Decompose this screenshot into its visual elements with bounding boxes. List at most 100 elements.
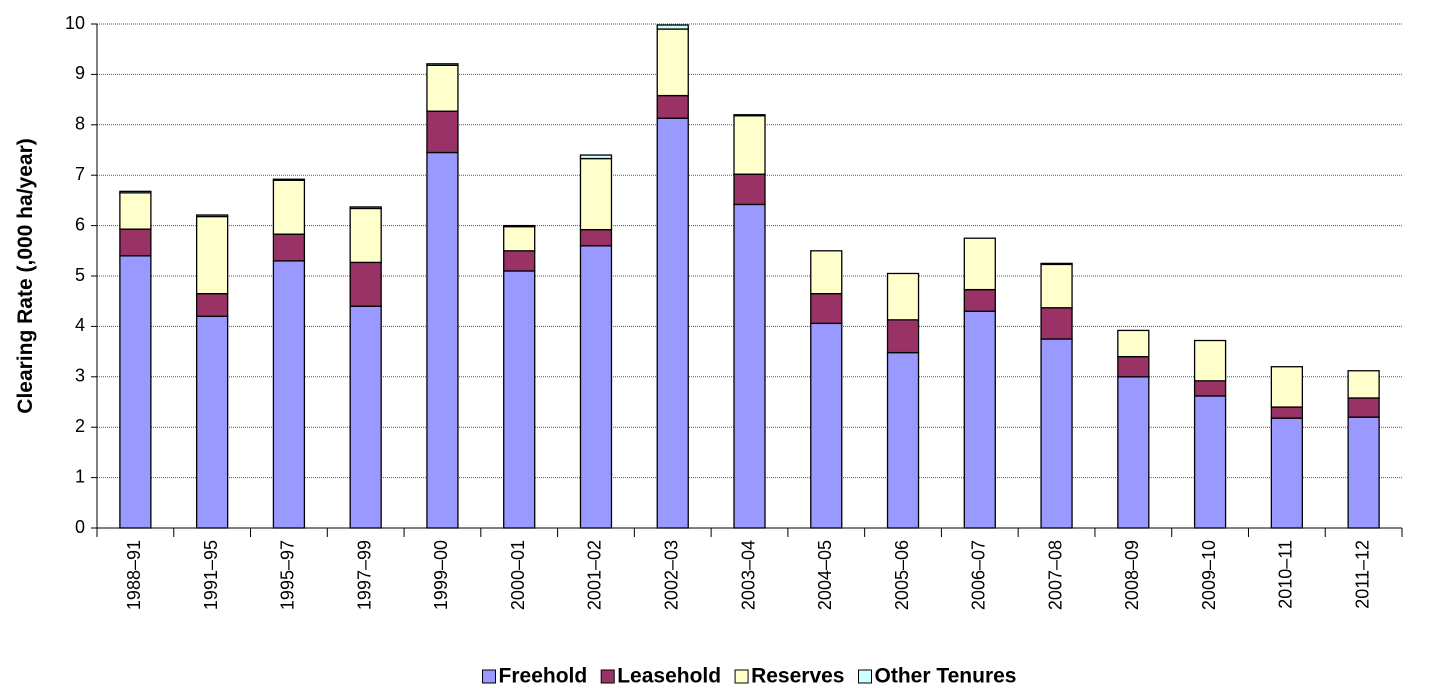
y-tick-label: 7 xyxy=(75,164,85,184)
x-tick-label: 2008–09 xyxy=(1122,540,1142,610)
x-tick-label: 2005–06 xyxy=(892,540,912,610)
bar-segment xyxy=(810,322,843,529)
x-tick-label: 2001–02 xyxy=(585,540,605,610)
bar-segment xyxy=(119,192,152,230)
bar-segment xyxy=(119,255,152,529)
bar-segment xyxy=(426,63,459,66)
y-tick-label: 4 xyxy=(75,315,85,335)
bar-segment xyxy=(579,154,613,160)
bar-segment xyxy=(886,351,920,529)
x-tick-label: 2004–05 xyxy=(815,540,835,610)
bar-segment xyxy=(349,207,382,264)
x-tick-label: 1988–91 xyxy=(124,540,144,610)
y-axis-title: Clearing Rate (,000 ha/year) xyxy=(14,138,37,413)
bar-segment xyxy=(426,64,459,112)
x-tick-label: 1995–97 xyxy=(278,540,298,610)
x-tick-label: 1999–00 xyxy=(431,540,451,610)
x-tick-label: 2003–04 xyxy=(738,540,758,610)
bar-segment xyxy=(1347,416,1380,529)
bar-segment xyxy=(656,24,689,30)
bar-segment xyxy=(272,179,306,235)
bar-segment xyxy=(1040,262,1073,266)
bar-segment xyxy=(195,214,229,218)
bar-segment xyxy=(1193,395,1227,529)
bar-segment xyxy=(1117,376,1150,529)
bar-segment xyxy=(886,319,920,354)
x-tick-label: 2000–01 xyxy=(508,540,528,610)
bar-segment xyxy=(272,178,306,181)
bar-segment xyxy=(1193,339,1227,382)
y-tick-label: 3 xyxy=(75,366,85,386)
bar-segment xyxy=(119,190,152,194)
y-tick-label: 1 xyxy=(75,466,85,486)
bar-segment xyxy=(810,250,843,295)
bar-segment xyxy=(1117,355,1150,378)
bar-segment xyxy=(1040,263,1073,309)
x-tick-label: 1991–95 xyxy=(201,540,221,610)
y-tick-label: 10 xyxy=(65,13,85,33)
y-tick-label: 2 xyxy=(75,416,85,436)
bar-segment xyxy=(503,270,536,529)
bar-segment xyxy=(349,206,382,210)
bar-segment xyxy=(579,157,613,231)
bar-segment xyxy=(1347,397,1380,418)
bar-segment xyxy=(1270,417,1304,529)
bar-segment xyxy=(503,250,536,272)
x-tick-label: 2007–08 xyxy=(1045,540,1065,610)
legend-swatch xyxy=(858,669,872,684)
y-tick-label: 6 xyxy=(75,214,85,234)
x-tick-label: 2010–11 xyxy=(1276,540,1296,609)
y-tick-label: 0 xyxy=(75,517,85,537)
bar-segment xyxy=(963,288,996,312)
legend-swatch xyxy=(734,669,749,684)
legend-label: Reserves xyxy=(751,665,844,688)
bar-segment xyxy=(963,310,996,529)
bar-segment xyxy=(656,117,689,529)
y-tick-label: 9 xyxy=(75,63,85,83)
bar-segment xyxy=(1040,338,1073,529)
legend: Freehold Leasehold Reserves Other Tenures xyxy=(482,665,1017,688)
bar-segment xyxy=(733,115,766,175)
bar-segment xyxy=(656,94,689,119)
bar-segment xyxy=(503,225,536,252)
bar-segment xyxy=(579,245,613,529)
legend-swatch xyxy=(482,669,497,684)
bar-segment xyxy=(810,292,843,325)
bar-segment xyxy=(1117,329,1150,358)
bar-segment xyxy=(195,215,229,295)
x-tick-label: 2002–03 xyxy=(661,540,681,610)
legend-label: Other Tenures xyxy=(875,665,1017,688)
bar-segment xyxy=(426,151,459,529)
x-tick-label: 2009–10 xyxy=(1199,540,1219,610)
bar-segment xyxy=(579,228,613,247)
bar-segment xyxy=(733,203,766,529)
legend-label: Freehold xyxy=(499,665,588,688)
y-tick-label: 8 xyxy=(75,114,85,134)
legend-label: Leasehold xyxy=(617,665,721,688)
bar-segment xyxy=(886,272,920,321)
x-tick-label: 2006–07 xyxy=(969,540,989,610)
bar-segment xyxy=(1040,307,1073,340)
bar-segment xyxy=(195,315,229,529)
bar-segment xyxy=(119,228,152,257)
bar-segment xyxy=(656,28,689,97)
bar-segment xyxy=(349,261,382,307)
bar-segment xyxy=(733,173,766,206)
bar-segment xyxy=(503,224,536,228)
bar-segment xyxy=(195,292,229,317)
legend-swatch xyxy=(600,669,615,684)
bar-segment xyxy=(1270,406,1304,419)
bar-segment xyxy=(426,110,459,154)
bar-segment xyxy=(963,237,996,291)
bar-segment xyxy=(1270,366,1304,408)
bar-segment xyxy=(1347,370,1380,399)
x-tick-label: 1997–99 xyxy=(354,540,374,610)
bar-segment xyxy=(272,233,306,262)
bar-segment xyxy=(733,114,766,117)
y-tick-label: 5 xyxy=(75,265,85,285)
bar-segment xyxy=(272,260,306,529)
bar-segment xyxy=(1193,380,1227,397)
bar-segment xyxy=(349,305,382,529)
x-tick-label: 2011–12 xyxy=(1352,540,1372,609)
